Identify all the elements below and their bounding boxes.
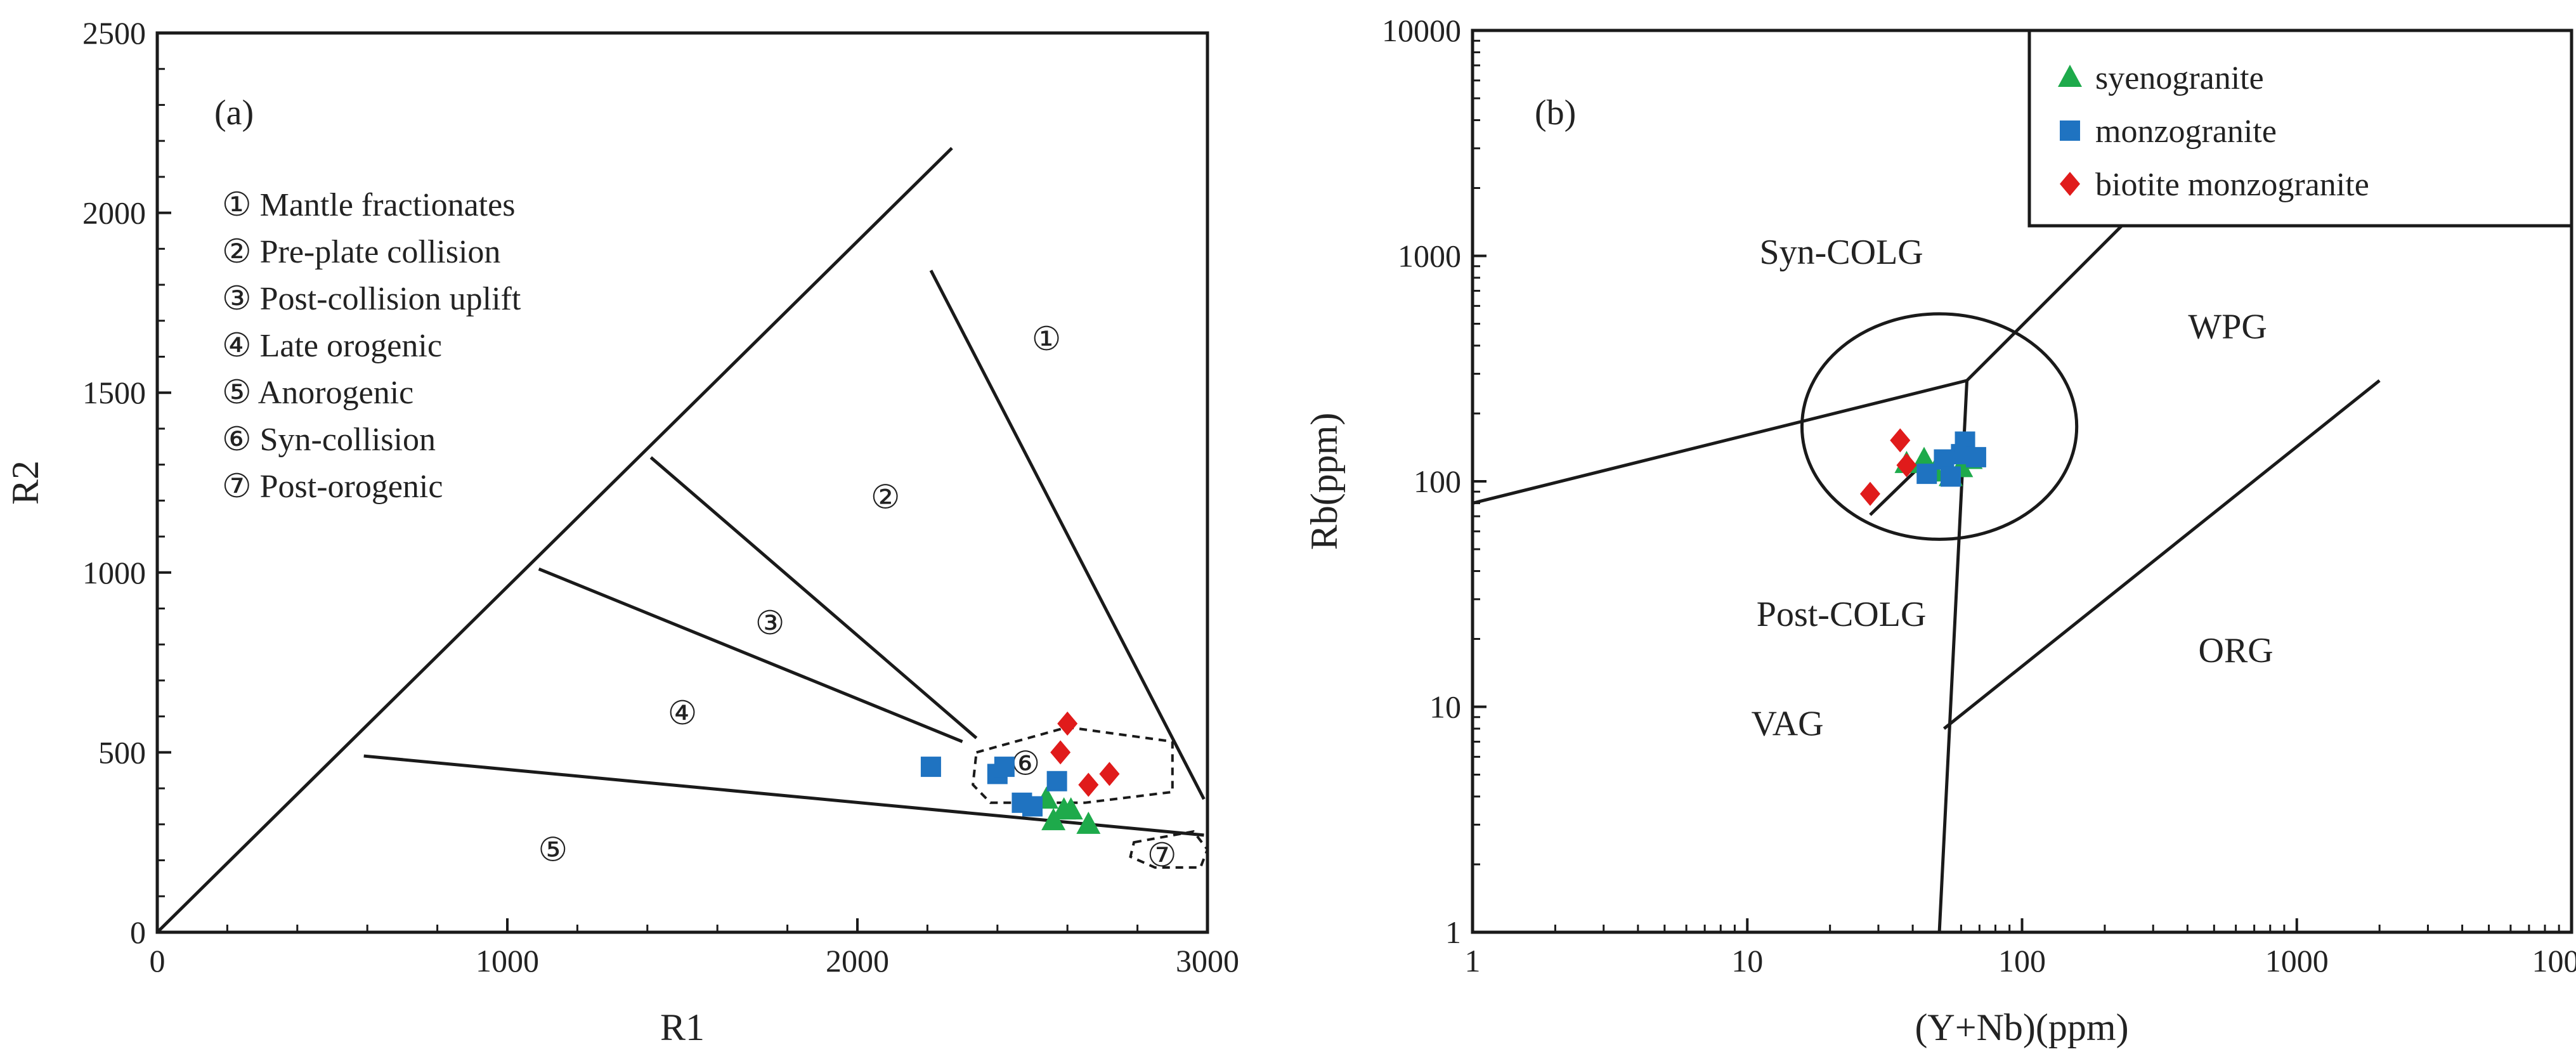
boundary-line bbox=[649, 456, 978, 739]
legend-marker-monzogranite bbox=[2060, 120, 2080, 141]
dashed-fields-a bbox=[972, 725, 1209, 869]
biotite-monzogranite-point bbox=[1057, 712, 1078, 736]
syenogranite-point bbox=[1076, 811, 1101, 834]
monzogranite-point bbox=[1022, 796, 1043, 817]
region-label: WPG bbox=[2188, 308, 2267, 347]
legend-marker-biotite-monzogranite bbox=[2060, 172, 2080, 196]
monzogranite-point bbox=[920, 757, 941, 777]
region-label: ⑤ bbox=[538, 833, 568, 869]
monzogranite-point bbox=[1941, 466, 1961, 487]
boundary-line bbox=[156, 146, 953, 934]
biotite-monzogranite-point bbox=[1859, 481, 1880, 506]
boundary-line bbox=[538, 567, 963, 743]
x-axis-a: 0 1000 2000 3000 bbox=[150, 918, 1239, 979]
region-label: ④ bbox=[668, 696, 698, 732]
x-tick-label: 1000 bbox=[476, 943, 539, 979]
y-tick-label: 1000 bbox=[1398, 238, 1461, 274]
field-legend-item: ⑥ Syn-collision bbox=[222, 422, 436, 458]
syenogranite-point bbox=[1912, 446, 1937, 469]
boundary-lines-a bbox=[156, 146, 1206, 934]
x-tick-label: 1000 bbox=[2265, 943, 2329, 979]
y-axis-label-b: Rb(ppm) bbox=[1303, 413, 1345, 550]
y-axis-b: 1 10 100 1000 10000 bbox=[1382, 13, 1486, 950]
data-points-a bbox=[920, 712, 1120, 834]
region-labels-a: ① ② ③ ④ ⑤ ⑥ ⑦ bbox=[538, 322, 1176, 874]
x-tick-label: 100 bbox=[1998, 943, 2046, 979]
boundary-line bbox=[929, 270, 1206, 800]
region-labels-b: Syn-COLG WPG ORG VAG Post-COLG bbox=[1752, 233, 2274, 744]
panel-label-b: (b) bbox=[1535, 93, 1576, 133]
y-tick-label: 100 bbox=[1414, 464, 1461, 499]
biotite-monzogranite-point bbox=[1050, 740, 1071, 765]
y-tick-label: 10 bbox=[1429, 689, 1461, 725]
x-tick-label: 2000 bbox=[826, 943, 889, 979]
biotite-monzogranite-point bbox=[1099, 762, 1120, 786]
biotite-monzogranite-point bbox=[1896, 453, 1917, 478]
y-tick-label: 1 bbox=[1445, 914, 1461, 950]
y-axis-label-a: R2 bbox=[4, 460, 46, 505]
region-label: ORG bbox=[2199, 631, 2274, 670]
region-label: Syn-COLG bbox=[1759, 233, 1923, 272]
y-tick-label: 2500 bbox=[82, 15, 146, 51]
legend-label: biotite monzogranite bbox=[2095, 167, 2369, 203]
legend-marker-syenogranite bbox=[2058, 65, 2082, 87]
x-tick-label: 1 bbox=[1465, 943, 1481, 979]
legend-label: syenogranite bbox=[2095, 60, 2264, 96]
monzogranite-point bbox=[1965, 446, 1986, 467]
y-tick-label: 10000 bbox=[1382, 13, 1461, 48]
region-label: Post-COLG bbox=[1757, 595, 1927, 634]
legend-box bbox=[2027, 29, 2573, 228]
region-label: ③ bbox=[755, 606, 785, 642]
field-legend-item: ⑤ Anorogenic bbox=[222, 375, 413, 411]
syn-collision-field bbox=[972, 725, 1174, 804]
panel-a: 0 1000 2000 3000 0 500 1000 1500 2000 2500 ① ② ③ ④ ⑤… bbox=[4, 15, 1239, 1048]
data-points-b bbox=[1859, 428, 1986, 506]
boundary-line bbox=[363, 754, 1204, 837]
region-label: ② bbox=[871, 480, 901, 516]
region-label: ⑦ bbox=[1147, 838, 1177, 874]
region-label: ① bbox=[1032, 322, 1062, 358]
monzogranite-point bbox=[1916, 464, 1937, 485]
legend-a: ① Mantle fractionates ② Pre-plate collisi… bbox=[222, 187, 521, 505]
y-tick-label: 2000 bbox=[82, 195, 146, 231]
post-orogenic-field bbox=[1129, 830, 1209, 869]
x-axis-label-a: R1 bbox=[660, 1006, 705, 1048]
y-tick-label: 1500 bbox=[82, 375, 146, 410]
field-legend-item: ① Mantle fractionates bbox=[222, 187, 515, 223]
x-tick-label: 3000 bbox=[1176, 943, 1239, 979]
monzogranite-point bbox=[1046, 771, 1067, 791]
x-tick-label: 10000 bbox=[2532, 943, 2576, 979]
x-axis-b: 1 10 100 1000 10000 bbox=[1465, 918, 2576, 979]
legend-label: monzogranite bbox=[2095, 114, 2277, 150]
post-colg-leader bbox=[1869, 471, 1916, 516]
legend-b: syenogranite monzogranite biotite monzogra… bbox=[2027, 29, 2573, 228]
post-colg-circle bbox=[1800, 312, 2079, 541]
panel-b: 1 10 100 1000 10000 1 10 100 1000 10000 Syn-COLG… bbox=[1303, 13, 2576, 1048]
x-tick-label: 0 bbox=[150, 943, 166, 979]
panel-label-a: (a) bbox=[214, 93, 254, 133]
syenogranite-point bbox=[1058, 797, 1083, 820]
plot-frame-a bbox=[155, 31, 1209, 934]
boundary-line bbox=[1942, 379, 2381, 730]
monzogranite-point bbox=[1934, 449, 1955, 470]
x-tick-label: 10 bbox=[1731, 943, 1763, 979]
region-label: VAG bbox=[1752, 705, 1824, 744]
monzogranite-point bbox=[994, 757, 1015, 777]
field-legend-item: ③ Post-collision uplift bbox=[222, 281, 521, 317]
y-tick-label: 1000 bbox=[82, 555, 146, 590]
field-legend-item: ④ Late orogenic bbox=[222, 328, 442, 364]
y-axis-a: 0 500 1000 1500 2000 2500 bbox=[82, 15, 171, 950]
biotite-monzogranite-point bbox=[1078, 772, 1099, 797]
y-tick-label: 0 bbox=[130, 914, 146, 950]
x-axis-label-b: (Y+Nb)(ppm) bbox=[1915, 1006, 2128, 1048]
biotite-monzogranite-point bbox=[1890, 428, 1911, 453]
region-label: ⑥ bbox=[1011, 746, 1041, 782]
field-legend-item: ② Pre-plate collision bbox=[222, 234, 500, 270]
field-legend-item: ⑦ Post-orogenic bbox=[222, 469, 443, 505]
y-tick-label: 500 bbox=[98, 734, 146, 770]
